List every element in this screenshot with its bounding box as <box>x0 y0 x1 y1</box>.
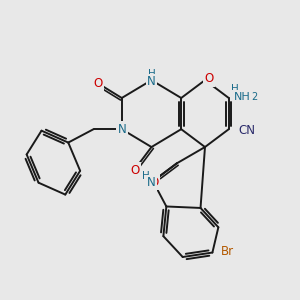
Text: N: N <box>117 123 126 136</box>
Text: H: H <box>231 84 239 94</box>
Text: H: H <box>142 171 149 181</box>
Text: O: O <box>149 176 158 189</box>
Text: O: O <box>130 164 140 177</box>
Text: CN: CN <box>238 124 255 137</box>
Text: 2: 2 <box>251 92 257 101</box>
Text: H: H <box>148 69 156 79</box>
Text: N: N <box>147 176 156 189</box>
Text: N: N <box>147 75 156 88</box>
Text: O: O <box>205 72 214 85</box>
Text: Br: Br <box>221 244 234 258</box>
Text: NH: NH <box>234 92 250 101</box>
Text: O: O <box>93 76 103 90</box>
